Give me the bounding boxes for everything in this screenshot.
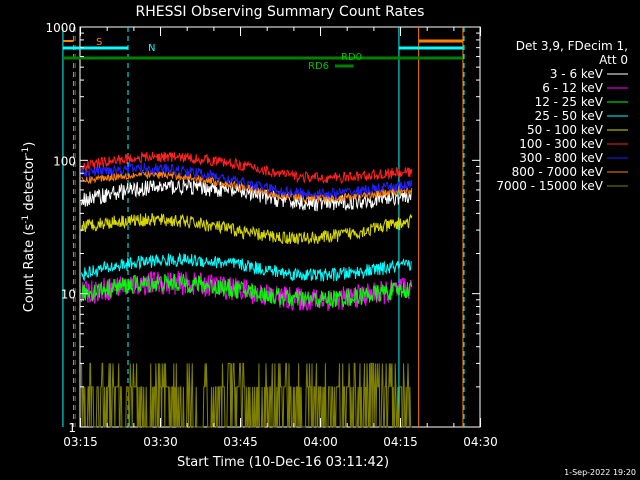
legend-entry-label: 25 - 50 keV — [535, 109, 604, 123]
legend-entry-label: 100 - 300 keV — [519, 137, 603, 151]
x-tick-label: 03:45 — [223, 435, 258, 449]
saa-flag-label: S — [96, 37, 102, 48]
legend-entry-label: 3 - 6 keV — [550, 67, 604, 81]
x-tick-label: 04:15 — [383, 435, 418, 449]
legend-entry-label: 50 - 100 keV — [527, 123, 604, 137]
series-line — [81, 178, 413, 212]
chart-title: RHESSI Observing Summary Count Rates — [136, 4, 425, 20]
y-axis: 1 10 100 1000 — [45, 21, 480, 435]
plot-frame — [79, 26, 481, 428]
y-axis-label: Count Rate (s-1 detector-1) — [21, 142, 37, 313]
series-line — [81, 273, 413, 309]
legend-entry-label: 12 - 25 keV — [535, 95, 604, 109]
y-tick-label: 1 — [68, 421, 76, 435]
y-tick-label: 1000 — [45, 21, 76, 35]
rd0-label: RD0 — [341, 52, 362, 63]
series-line — [81, 252, 412, 282]
series-line — [81, 270, 413, 312]
series-line — [81, 151, 413, 185]
x-tick-label: 04:00 — [303, 435, 338, 449]
x-tick-label: 03:15 — [63, 435, 98, 449]
legend-entry-label: 300 - 800 keV — [519, 151, 603, 165]
plot-timestamp: 1-Sep-2022 19:20 — [564, 468, 636, 477]
night-flag-label: N — [148, 43, 155, 54]
rd6-label: RD6 — [308, 61, 329, 72]
series-line — [81, 162, 413, 200]
x-tick-label: 03:30 — [143, 435, 178, 449]
flag-lines — [62, 27, 465, 427]
legend-entry-label: 800 - 7000 keV — [512, 165, 604, 179]
y-tick-label: 10 — [61, 288, 76, 302]
legend-entry-label: 7000 - 15000 keV — [496, 179, 603, 193]
x-tick-label: 04:30 — [463, 435, 498, 449]
legend-entry-label: 6 - 12 keV — [542, 81, 604, 95]
x-axis: 03:15 03:30 03:45 04:00 04:15 04:30 — [63, 27, 498, 449]
series-lines — [81, 151, 413, 428]
x-axis-label: Start Time (10-Dec-16 03:11:42) — [177, 455, 389, 470]
series-line — [81, 213, 413, 245]
y-tick-label: 100 — [53, 154, 76, 168]
series-line — [81, 362, 412, 428]
legend-header: Det 3,9, FDecim 1, — [516, 39, 628, 53]
legend-header: Att 0 — [599, 53, 628, 67]
